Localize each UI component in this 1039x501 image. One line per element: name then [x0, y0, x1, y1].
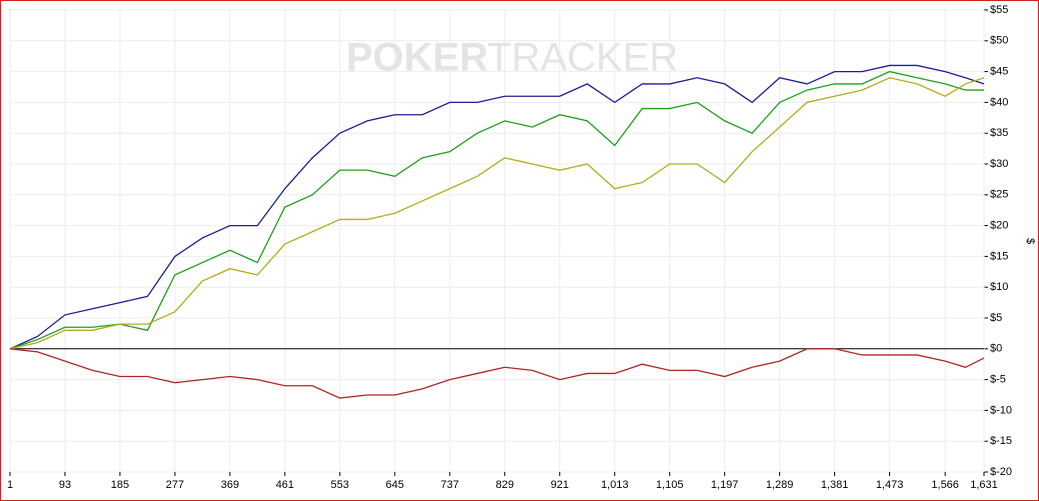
- y-axis-label: $: [1024, 238, 1036, 244]
- x-tick-label: 737: [441, 479, 459, 491]
- x-tick-label: 369: [221, 479, 239, 491]
- watermark: POKER TRACKER: [346, 36, 678, 80]
- watermark-text: POKER: [346, 36, 488, 80]
- x-tick-label: 1,197: [711, 479, 739, 491]
- x-tick-label: 829: [496, 479, 514, 491]
- y-tick-label: $20: [990, 220, 1008, 232]
- x-tick-label: 1,289: [766, 479, 794, 491]
- x-tick-label: 921: [551, 479, 569, 491]
- y-tick-label: $0: [990, 343, 1002, 355]
- x-tick-label: 1,381: [821, 479, 849, 491]
- y-tick-label: $10: [990, 281, 1008, 293]
- y-tick-label: $50: [990, 35, 1008, 47]
- x-tick-label: 1,566: [931, 479, 959, 491]
- x-tick-label: 277: [166, 479, 184, 491]
- x-tick-label: 553: [331, 479, 349, 491]
- series-line: [9, 64, 985, 350]
- y-tick-label: $55: [990, 4, 1008, 16]
- x-tick-label: 1,473: [876, 479, 904, 491]
- x-tick-label: 1,631: [970, 479, 998, 491]
- y-tick-label: $25: [990, 189, 1008, 201]
- x-tick-label: 1,013: [601, 479, 629, 491]
- y-tick-label: $5: [990, 312, 1002, 324]
- y-tick-label: $35: [990, 127, 1008, 139]
- x-tick-label: 1: [7, 479, 13, 491]
- watermark-text: TRACKER: [487, 36, 678, 80]
- x-tick-label: 461: [276, 479, 294, 491]
- y-tick-label: $30: [990, 158, 1008, 170]
- y-tick-label: $-5: [990, 374, 1006, 386]
- x-tick-label: 185: [111, 479, 129, 491]
- x-tick-label: 1,105: [656, 479, 684, 491]
- y-tick-label: $40: [990, 96, 1008, 108]
- y-tick-label: $-15: [990, 435, 1012, 447]
- series-line: [9, 77, 985, 350]
- x-tick-label: 93: [59, 479, 71, 491]
- x-tick-label: 645: [386, 479, 404, 491]
- y-tick-label: $-10: [990, 404, 1012, 416]
- y-tick-label: $45: [990, 66, 1008, 78]
- y-tick-label: $-20: [990, 466, 1012, 478]
- series-line: [9, 348, 985, 399]
- series-line: [9, 70, 984, 350]
- y-tick-label: $15: [990, 250, 1008, 262]
